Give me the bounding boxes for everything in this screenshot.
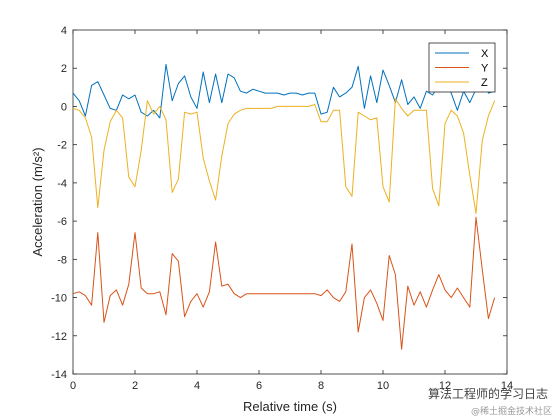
y-tick-label: -12 bbox=[51, 331, 67, 343]
plot-area bbox=[72, 29, 508, 375]
series-line-x bbox=[72, 63, 495, 119]
x-tick-label: 6 bbox=[256, 380, 262, 392]
x-tick-label: 8 bbox=[318, 380, 324, 392]
legend-label-x: X bbox=[481, 48, 489, 60]
series-line-y bbox=[72, 216, 496, 350]
y-tick-label: -14 bbox=[51, 369, 67, 381]
axes-box bbox=[72, 29, 508, 375]
y-tick-label: -4 bbox=[57, 178, 67, 190]
y-tick-label: -10 bbox=[51, 293, 67, 305]
x-tick-label: 12 bbox=[439, 380, 451, 392]
y-tick-label: 2 bbox=[61, 63, 67, 75]
watermark-source: @稀土掘金技术社区 bbox=[470, 407, 552, 417]
x-tick-label: 0 bbox=[70, 380, 76, 392]
x-tick-label: 14 bbox=[501, 380, 513, 392]
y-tick-label: 0 bbox=[61, 101, 67, 113]
y-tick-label: -8 bbox=[57, 254, 67, 266]
y-tick-label: -2 bbox=[57, 140, 67, 152]
x-axis-label: Relative time (s) bbox=[243, 399, 337, 414]
legend-label-y: Y bbox=[481, 63, 489, 75]
y-tick-label: 4 bbox=[61, 25, 67, 37]
series-line-z bbox=[72, 98, 496, 214]
watermark-title: 算法工程师的学习日志 bbox=[427, 387, 548, 401]
x-tick-label: 10 bbox=[377, 380, 389, 392]
axis-ticks: 0 2 4 6 8 10 12 14 -14 -12 -10 -8 -6 -4 -2 0 2 4 bbox=[51, 25, 513, 392]
legend: XYZ bbox=[428, 42, 496, 93]
x-tick-label: 2 bbox=[132, 380, 138, 392]
y-axis-label: Acceleration (m/s²) bbox=[30, 147, 45, 256]
x-tick-label: 4 bbox=[194, 380, 200, 392]
y-tick-label: -6 bbox=[57, 216, 67, 228]
legend-label-z: Z bbox=[481, 77, 488, 89]
